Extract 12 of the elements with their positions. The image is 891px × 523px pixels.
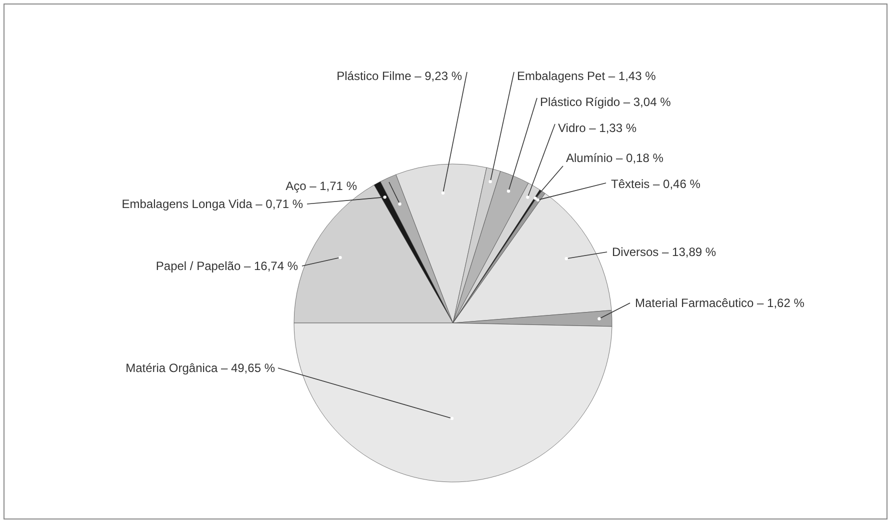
slice-label: Têxteis – 0,46 %	[611, 177, 701, 191]
slice-label: Plástico Filme – 9,23 %	[336, 69, 462, 83]
slice-label: Material Farmacêutico – 1,62 %	[635, 296, 805, 310]
slice-label: Matéria Orgânica – 49,65 %	[126, 361, 276, 375]
slice-label: Papel / Papelão – 16,74 %	[156, 259, 298, 273]
slice-label: Diversos – 13,89 %	[612, 245, 716, 259]
slice-label: Vidro – 1,33 %	[558, 121, 637, 135]
slice-label: Embalagens Pet – 1,43 %	[517, 69, 656, 83]
slice-label: Plástico Rígido – 3,04 %	[540, 95, 672, 109]
slice-label: Embalagens Longa Vida – 0,71 %	[122, 197, 304, 211]
slice-label: Aço – 1,71 %	[286, 179, 358, 193]
slice-label: Alumínio – 0,18 %	[566, 151, 664, 165]
